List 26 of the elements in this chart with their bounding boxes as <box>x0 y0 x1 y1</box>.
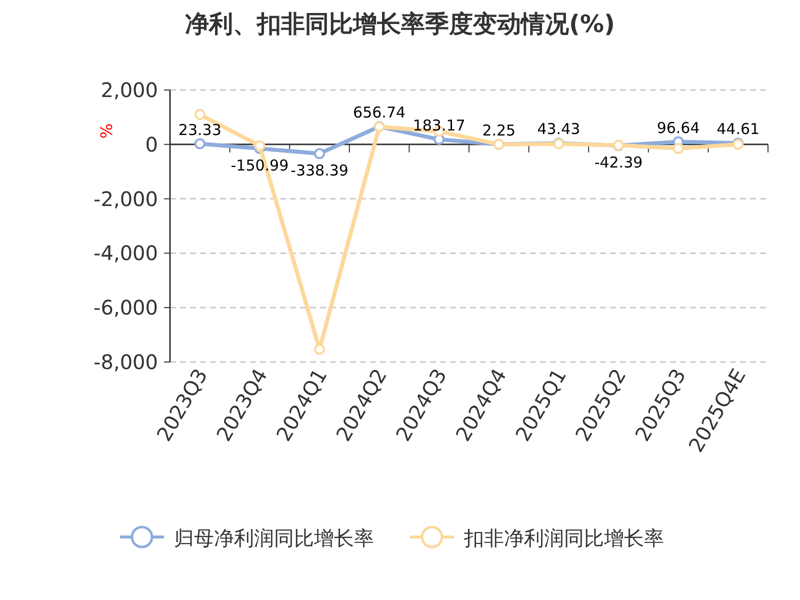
y-tick-label: -2,000 <box>94 186 158 211</box>
data-label: 44.61 <box>716 120 760 138</box>
data-label: 23.33 <box>178 120 222 139</box>
data-label: 43.43 <box>537 120 580 138</box>
data-label: 96.64 <box>656 118 700 137</box>
y-tick-label: 0 <box>145 132 158 156</box>
point <box>194 138 206 150</box>
data-label: -42.39 <box>594 154 643 172</box>
point <box>254 140 266 152</box>
data-label: -150.99 <box>230 156 289 175</box>
point <box>194 108 206 120</box>
y-tick-label: -4,000 <box>94 241 158 266</box>
chart-title: 净利、扣非同比增长率季度变动情况(%) <box>185 10 615 38</box>
y-tick-label: 2,000 <box>100 78 158 102</box>
data-label: 656.74 <box>353 104 406 122</box>
point <box>672 142 684 154</box>
point <box>314 148 325 160</box>
data-label: 183.17 <box>412 116 466 134</box>
legend-label: 归母净利润同比增长率 <box>174 526 374 550</box>
legend-label: 扣非净利润同比增长率 <box>463 526 664 550</box>
data-label: -338.39 <box>290 162 348 180</box>
data-label: 2.25 <box>482 121 516 140</box>
point <box>314 344 325 355</box>
y-tick-label: -6,000 <box>94 296 158 320</box>
y-tick-label: -8,000 <box>94 350 158 374</box>
y-axis-title: % <box>97 123 116 139</box>
